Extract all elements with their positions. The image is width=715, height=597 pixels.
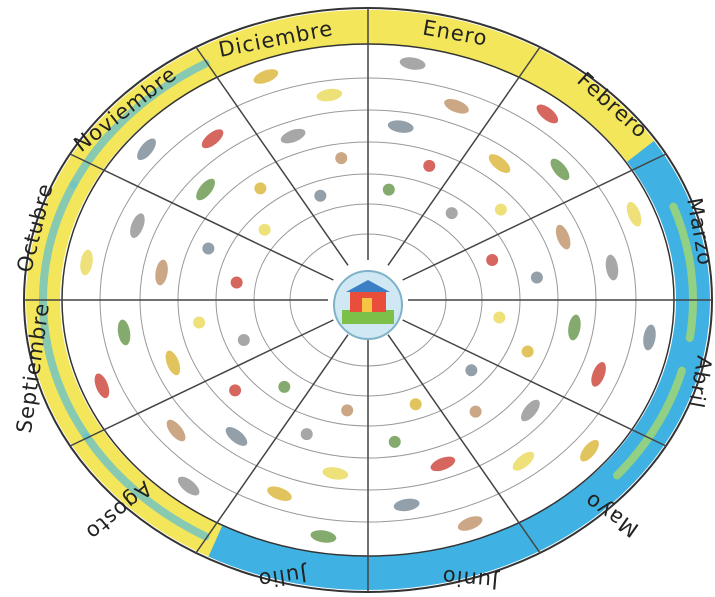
icon bbox=[465, 364, 477, 376]
icon bbox=[383, 184, 395, 196]
icon bbox=[495, 204, 507, 216]
icon bbox=[259, 224, 271, 236]
icon bbox=[254, 182, 266, 194]
icon bbox=[202, 243, 214, 255]
icon bbox=[493, 311, 505, 323]
icon bbox=[231, 277, 243, 289]
house-door bbox=[362, 298, 372, 312]
icon bbox=[446, 207, 458, 219]
grass bbox=[342, 310, 394, 324]
icon bbox=[301, 428, 313, 440]
icon bbox=[410, 398, 422, 410]
icon bbox=[470, 406, 482, 418]
icon bbox=[193, 316, 205, 328]
icon bbox=[341, 404, 353, 416]
icon bbox=[238, 334, 250, 346]
center-emblem bbox=[334, 271, 402, 339]
icon bbox=[389, 436, 401, 448]
icon bbox=[531, 272, 543, 284]
seasonal-calendar: Enero Febrero Marzo Abril Mayo Junio Jul… bbox=[0, 0, 715, 597]
icon bbox=[522, 345, 534, 357]
icon bbox=[314, 190, 326, 202]
icon bbox=[335, 152, 347, 164]
icon bbox=[229, 384, 241, 396]
icon bbox=[423, 160, 435, 172]
icon bbox=[486, 254, 498, 266]
icon bbox=[278, 381, 290, 393]
month-label: Junio bbox=[441, 565, 501, 594]
